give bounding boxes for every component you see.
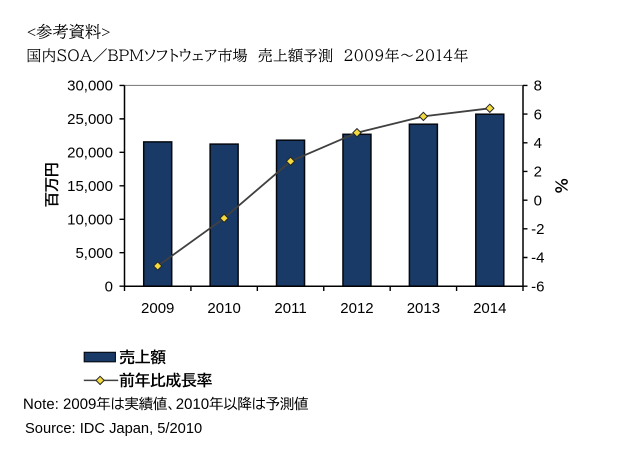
svg-text:2014: 2014 xyxy=(473,300,506,317)
svg-text:4: 4 xyxy=(534,135,542,152)
svg-text:Source: IDC Japan, 5/2010: Source: IDC Japan, 5/2010 xyxy=(25,421,202,437)
svg-text:15,000: 15,000 xyxy=(67,178,113,195)
svg-text:2012: 2012 xyxy=(340,300,373,317)
svg-text:-2: -2 xyxy=(531,221,544,238)
svg-text:0: 0 xyxy=(534,192,542,209)
svg-text:6: 6 xyxy=(534,106,542,123)
svg-text:2011: 2011 xyxy=(274,300,306,317)
svg-text:30,000: 30,000 xyxy=(67,78,113,95)
svg-text:-6: -6 xyxy=(531,278,544,295)
svg-text:5,000: 5,000 xyxy=(75,245,113,262)
svg-text:25,000: 25,000 xyxy=(67,111,113,128)
svg-text:10,000: 10,000 xyxy=(67,211,113,228)
svg-text:2010: 2010 xyxy=(207,300,240,317)
svg-text:8: 8 xyxy=(534,78,542,95)
svg-text:2: 2 xyxy=(534,164,542,181)
svg-text:2009: 2009 xyxy=(141,300,174,317)
svg-text:-4: -4 xyxy=(531,250,544,267)
svg-text:20,000: 20,000 xyxy=(67,145,113,162)
svg-text:0: 0 xyxy=(105,278,113,295)
svg-text:2013: 2013 xyxy=(407,300,440,317)
